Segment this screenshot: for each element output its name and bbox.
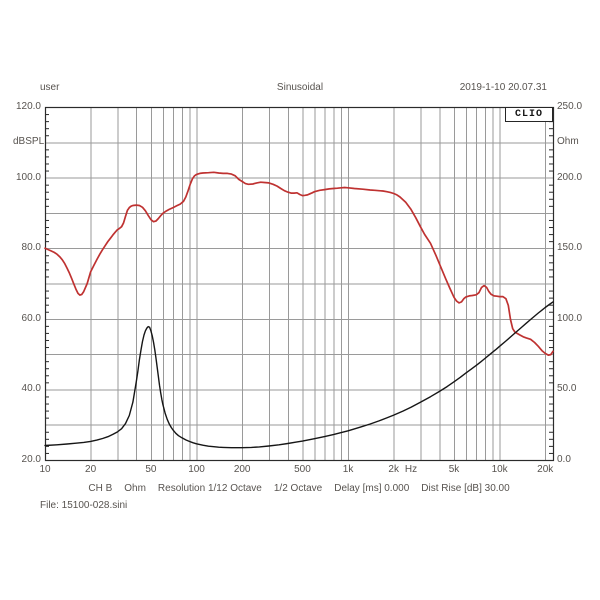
x-axis-tick-label: 10 (39, 464, 51, 475)
footer-measurement-settings: CH B Ohm Resolution 1/12 Octave 1/2 Octave D… (45, 483, 553, 494)
x-axis-tick-label: 50 (145, 464, 157, 475)
x-axis-tick-label: 5k (448, 464, 460, 475)
y-right-tick-label: 0.0 (557, 454, 571, 465)
x-axis-tick-label: 20 (85, 464, 97, 475)
right-axis-unit-label: Ohm (557, 136, 579, 147)
footer-setting: Resolution 1/12 Octave (157, 483, 262, 494)
footer-setting: Delay [ms] 0.000 (334, 483, 410, 494)
y-left-tick-label: 40.0 (21, 383, 41, 395)
left-axis-unit-label: dBSPL (13, 136, 45, 147)
x-axis-tick-label: 1k (342, 464, 354, 475)
y-left-tick-label: 60.0 (21, 312, 41, 324)
y-left-tick-label: 120.0 (15, 101, 41, 112)
impedance-curve (44, 301, 554, 449)
y-right-tick-label: 200.0 (557, 171, 583, 183)
y-right-tick-label: 150.0 (557, 242, 583, 254)
spl-curve (44, 171, 554, 357)
x-axis-tick-label: 100 (188, 464, 205, 475)
x-axis-tick-label: 2k (388, 464, 399, 475)
footer-setting: Dist Rise [dB] 30.00 (421, 483, 510, 494)
clio-logo-text: CLIO (514, 109, 543, 120)
footer-setting: Ohm (124, 483, 146, 494)
x-axis-tick-label: 200 (233, 464, 251, 475)
footer-file-name: File: 15100-028.sini (40, 500, 128, 511)
measurement-timestamp: 2019-1-10 20.07.31 (459, 82, 547, 93)
plot-border (44, 106, 555, 462)
y-right-tick-label: 250.0 (557, 101, 583, 112)
y-left-tick-label: 20.0 (21, 454, 41, 465)
footer-setting: CH B (88, 483, 113, 494)
y-left-tick-label: 80.0 (21, 242, 41, 254)
y-right-tick-label: 100.0 (557, 312, 583, 324)
header-username: user (40, 82, 60, 93)
y-left-tick-label: 100.0 (15, 171, 41, 183)
clio-logo: CLIO (505, 107, 553, 122)
x-axis-unit-label: Hz (404, 464, 418, 475)
measurement-title: Sinusoidal (276, 82, 324, 93)
x-axis-tick-label: 20k (537, 464, 554, 475)
x-axis-tick-label: 500 (294, 464, 311, 475)
y-right-tick-label: 50.0 (557, 383, 577, 395)
footer-setting: 1/2 Octave (273, 483, 323, 494)
x-axis-tick-label: 10k (491, 464, 508, 475)
